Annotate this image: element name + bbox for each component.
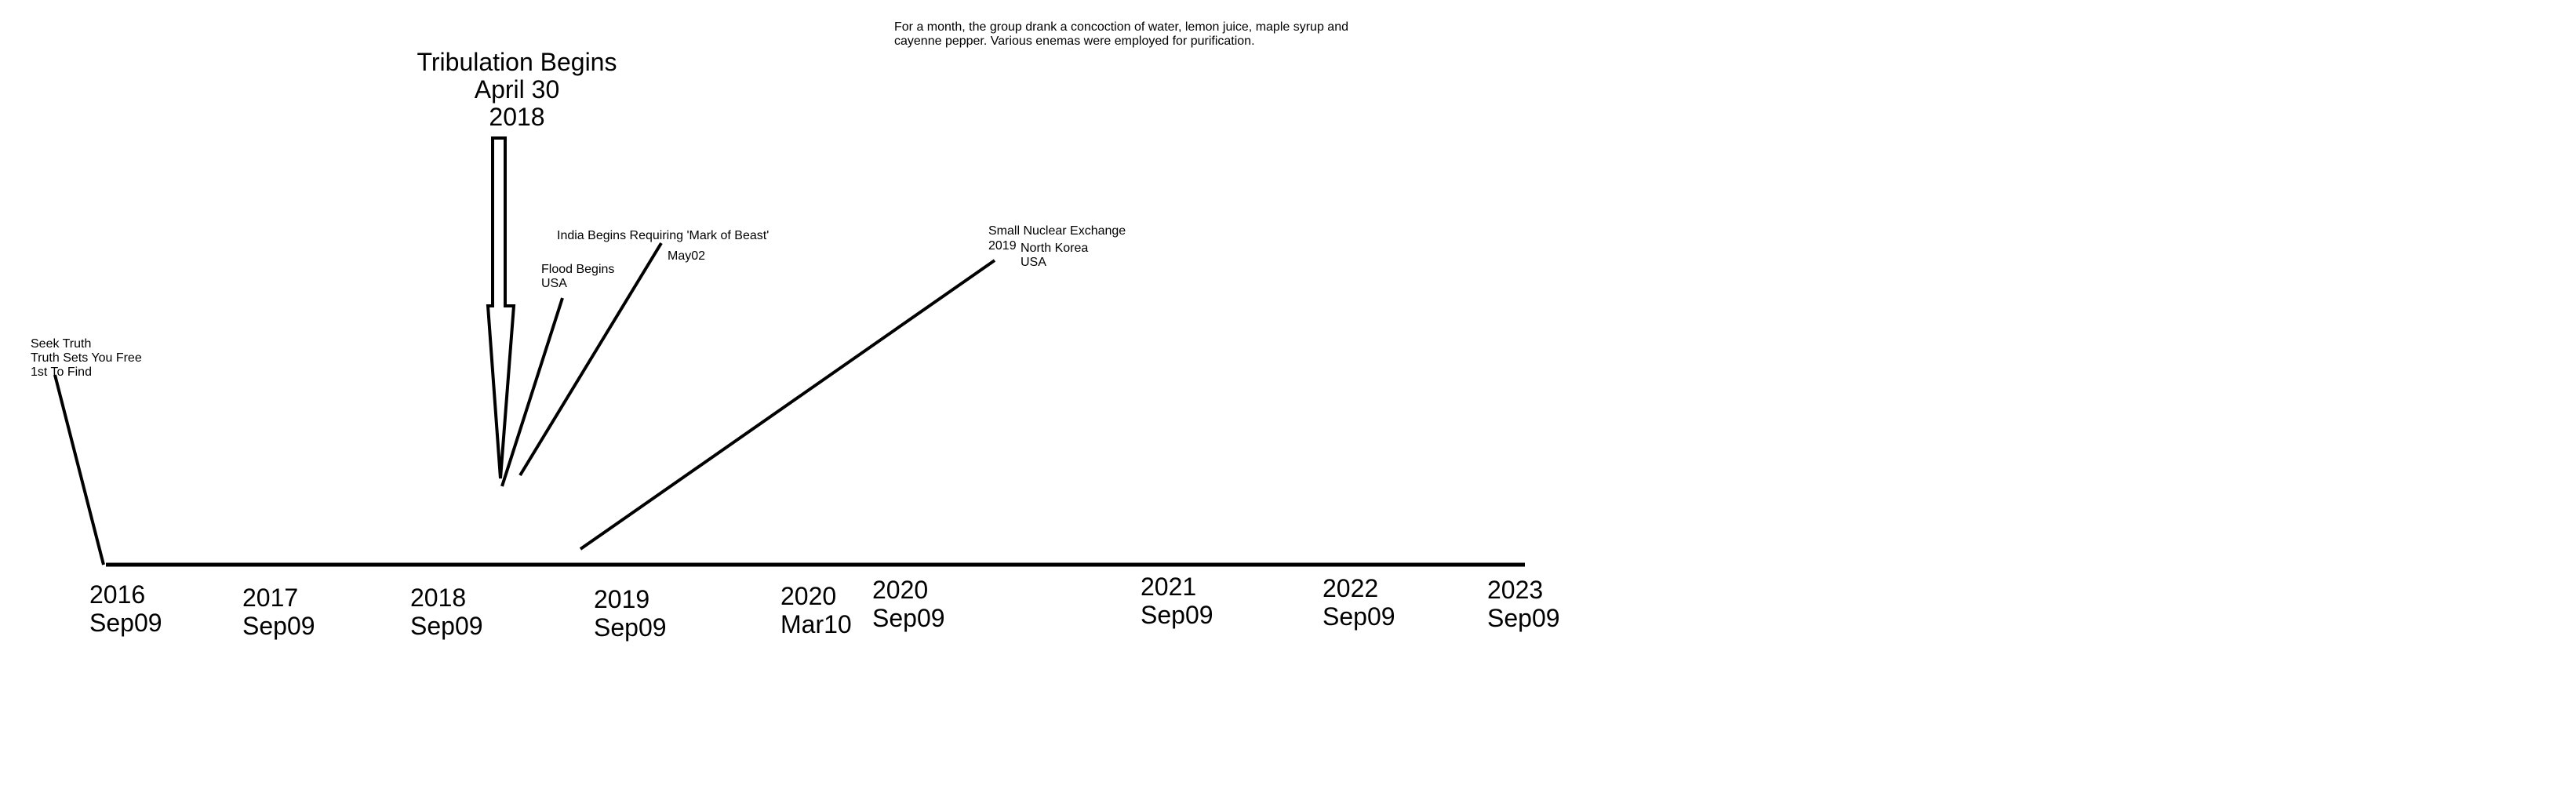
tick-label-2020-sep09: 2020 Sep09 xyxy=(872,576,945,632)
tick-year: 2020 xyxy=(872,576,929,604)
tick-label-2020-mar10: 2020 Mar10 xyxy=(780,582,852,638)
tick-date: Sep09 xyxy=(410,612,483,640)
tick-year: 2021 xyxy=(1141,573,1197,601)
cleanse-note: For a month, the group drank a concoctio… xyxy=(894,20,1348,48)
nuclear-note: Small Nuclear Exchange xyxy=(988,224,1126,238)
tick-date: Sep09 xyxy=(594,613,667,642)
tick-date: Sep09 xyxy=(872,604,945,632)
tick-label-2022-sep09: 2022 Sep09 xyxy=(1323,574,1395,631)
india-date: May02 xyxy=(668,249,706,263)
tick-label-2021-sep09: 2021 Sep09 xyxy=(1141,573,1213,629)
tick-year: 2022 xyxy=(1323,574,1379,602)
flood-line2: USA xyxy=(541,277,567,290)
tick-label-2019-sep09: 2019 Sep09 xyxy=(594,585,667,642)
seek-truth-line1: Seek Truth xyxy=(31,337,92,351)
tick-label-2018-sep09: 2018 Sep09 xyxy=(410,584,483,640)
tick-date: Sep09 xyxy=(242,612,315,640)
tick-label-2023-sep09: 2023 Sep09 xyxy=(1487,576,1560,632)
nuclear-place1: North Korea xyxy=(1021,242,1089,255)
tribulation-note: Tribulation Begins April 30 2018 xyxy=(392,49,642,131)
tick-year: 2018 xyxy=(410,584,467,612)
nuclear-places: North Korea USA xyxy=(1021,242,1088,270)
tribulation-line3: 2018 xyxy=(489,103,545,131)
tick-year: 2023 xyxy=(1487,576,1544,604)
flood-line1: Flood Begins xyxy=(541,263,615,276)
seek-truth-line2: Truth Sets You Free xyxy=(31,351,142,365)
india-connector xyxy=(518,242,663,477)
seek-truth-note: Seek Truth Truth Sets You Free 1st To Find xyxy=(31,337,142,380)
tick-year: 2016 xyxy=(89,580,146,609)
seek-truth-connector xyxy=(53,374,105,565)
tick-date: Sep09 xyxy=(1141,601,1213,629)
tick-label-2016-sep09: 2016 Sep09 xyxy=(89,580,162,637)
nuclear-year: 2019 xyxy=(988,239,1017,253)
tick-date: Sep09 xyxy=(1487,604,1560,632)
flood-note: Flood Begins USA xyxy=(541,263,614,291)
tick-date: Sep09 xyxy=(1323,602,1395,631)
tick-year: 2017 xyxy=(242,584,299,612)
tribulation-line2: April 30 xyxy=(474,75,560,104)
tick-date: Mar10 xyxy=(780,610,852,638)
tribulation-arrow xyxy=(486,136,516,479)
tribulation-line1: Tribulation Begins xyxy=(417,48,617,76)
nuclear-connector xyxy=(579,259,996,551)
tick-label-2017-sep09: 2017 Sep09 xyxy=(242,584,315,640)
flood-connector xyxy=(500,297,564,487)
india-note: India Begins Requiring 'Mark of Beast' xyxy=(557,229,770,242)
tick-year: 2019 xyxy=(594,585,650,613)
nuclear-place2: USA xyxy=(1021,256,1046,269)
tick-year: 2020 xyxy=(780,582,837,610)
tick-date: Sep09 xyxy=(89,609,162,637)
seek-truth-line3: 1st To Find xyxy=(31,365,92,379)
